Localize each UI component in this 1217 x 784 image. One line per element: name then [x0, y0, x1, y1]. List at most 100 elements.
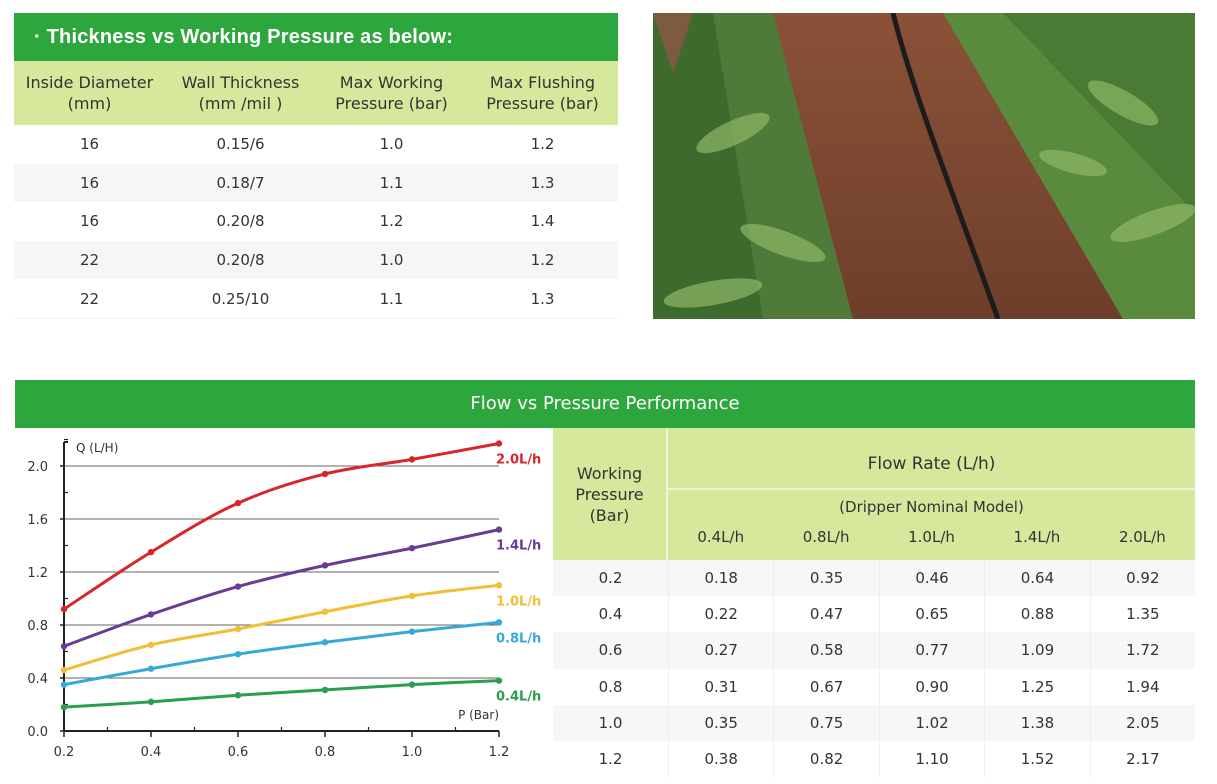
x-tick-label: 1.0: [402, 745, 423, 760]
x-tick-label: 1.2: [489, 745, 510, 760]
flow-rate-table: Working Pressure (Bar) Flow Rate (L/h) (Dr…: [553, 428, 1195, 778]
model-header: 0.4L/h: [697, 528, 745, 546]
header-flow-rate: Flow Rate (L/h): [668, 428, 1195, 490]
model-header: 2.0L/h: [1118, 528, 1166, 546]
table-cell: 0.58: [773, 632, 878, 669]
table-cell: 22: [79, 251, 100, 270]
data-point: [234, 692, 242, 699]
table-cell: 0.47: [773, 596, 878, 633]
y-tick-label: 0.0: [27, 725, 48, 740]
x-tick-label: 0.8: [315, 745, 336, 760]
series-line: [63, 679, 500, 709]
y-tick-label: 1.6: [27, 513, 48, 528]
table-cell: 1.1: [379, 173, 404, 192]
header-working-pressure: Working Pressure (Bar): [553, 428, 668, 560]
table-cell: 1.2: [379, 212, 404, 231]
table-row: 16 0.15/6 1.0 1.2: [14, 125, 618, 164]
data-point: [495, 440, 503, 447]
table-row: 0.2 0.18 0.35 0.46 0.64 0.92: [553, 560, 1195, 597]
data-point: [147, 698, 155, 706]
table-cell: 1.4: [530, 212, 555, 231]
data-point: [60, 703, 68, 711]
table-row: 22 0.20/8 1.0 1.2: [14, 240, 618, 280]
table-cell: 22: [79, 289, 100, 308]
table-cell: 0.92: [1089, 560, 1195, 597]
table-row: 0.6 0.27 0.58 0.77 1.09 1.72: [553, 632, 1195, 669]
data-point: [234, 583, 242, 590]
table-cell: 0.67: [773, 668, 878, 705]
series-label: 0.8L/h: [496, 631, 541, 646]
series-line: [63, 528, 500, 648]
data-point: [408, 456, 416, 463]
model-header: 0.8L/h: [802, 528, 850, 546]
series-label: 1.4L/h: [496, 539, 541, 554]
data-point: [60, 681, 68, 688]
table-cell: 0.35: [668, 704, 773, 741]
y-tick-label: 1.2: [27, 566, 48, 581]
table-cell: 0.38: [668, 740, 773, 778]
table-cell: 2.05: [1089, 704, 1195, 741]
data-point: [147, 641, 155, 649]
table-cell: 0.4: [598, 605, 623, 624]
table-cell: 16: [79, 173, 100, 192]
table-cell: 0.2: [598, 569, 623, 587]
flow-pressure-chart: 0.0 0.4 0.8 1.2 1.6 2.0 0.2 0.4 0.6 0.8 1.0 1.2 Q (L…: [27, 438, 541, 760]
data-point: [495, 677, 503, 684]
x-tick-label: 0.4: [141, 745, 162, 760]
y-tick-label: 2.0: [27, 460, 48, 475]
series-line: [63, 583, 500, 672]
table-cell: 1.0: [598, 713, 623, 732]
series-line: [63, 441, 500, 611]
table-cell: 0.22: [668, 596, 773, 633]
header-max-flushing-pressure: Max Flushing Pressure (bar): [486, 73, 599, 113]
data-point: [147, 548, 155, 556]
flow-pressure-banner: Flow vs Pressure Performance: [15, 380, 1195, 428]
table-cell: 1.3: [530, 173, 555, 192]
data-point: [408, 544, 416, 552]
table-cell: 0.82: [773, 740, 878, 778]
table-cell: 0.64: [984, 560, 1089, 597]
thickness-table: · Thickness vs Working Pressure as below…: [14, 13, 618, 319]
x-axis-label: P (Bar): [458, 708, 499, 722]
table-row: 16 0.20/8 1.2 1.4: [14, 202, 618, 241]
table-cell: 16: [79, 212, 100, 231]
table-cell: 1.25: [984, 668, 1089, 705]
table-cell: 1.35: [1089, 596, 1195, 633]
data-point: [60, 643, 68, 650]
table-cell: 0.65: [878, 596, 984, 633]
table-cell: 0.75: [773, 704, 878, 741]
data-point: [321, 608, 329, 615]
table-cell: 0.31: [668, 668, 773, 705]
data-point: [321, 470, 329, 478]
table-cell: 0.25/10: [211, 289, 270, 308]
table-row: 0.4 0.22 0.47 0.65 0.88 1.35: [553, 596, 1195, 633]
series-label: 1.0L/h: [496, 594, 541, 609]
x-tick-label: 0.6: [228, 745, 249, 760]
table-cell: 1.2: [530, 135, 555, 154]
data-point: [321, 639, 329, 646]
table-cell: 0.27: [668, 632, 773, 669]
table-row: 1.0 0.35 0.75 1.02 1.38 2.05: [553, 704, 1195, 741]
data-point: [321, 686, 329, 694]
data-point: [495, 619, 503, 626]
data-point: [408, 592, 416, 600]
table-cell: 0.8: [598, 677, 623, 696]
table-cell: 2.17: [1089, 740, 1195, 778]
data-point: [321, 562, 329, 569]
thickness-table-header: Inside Diameter (mm) Wall Thickness (mm /m…: [14, 61, 618, 125]
table-cell: 16: [79, 135, 100, 154]
data-point: [234, 650, 242, 658]
table-cell: 1.52: [984, 740, 1089, 778]
table-cell: 0.77: [878, 632, 984, 669]
header-max-working-pressure: Max Working Pressure (bar): [335, 73, 448, 113]
data-point: [147, 611, 155, 618]
header-inside-diameter: Inside Diameter (mm): [25, 73, 154, 113]
table-row: 0.8 0.31 0.67 0.90 1.25 1.94: [553, 668, 1195, 705]
thickness-table-title: · Thickness vs Working Pressure as below…: [14, 13, 618, 61]
table-cell: 0.20/8: [216, 251, 265, 270]
table-cell: 1.0: [379, 135, 404, 154]
x-tick-label: 0.2: [54, 745, 75, 760]
data-point: [60, 666, 68, 674]
table-cell: 1.09: [984, 632, 1089, 669]
data-point: [495, 582, 503, 589]
